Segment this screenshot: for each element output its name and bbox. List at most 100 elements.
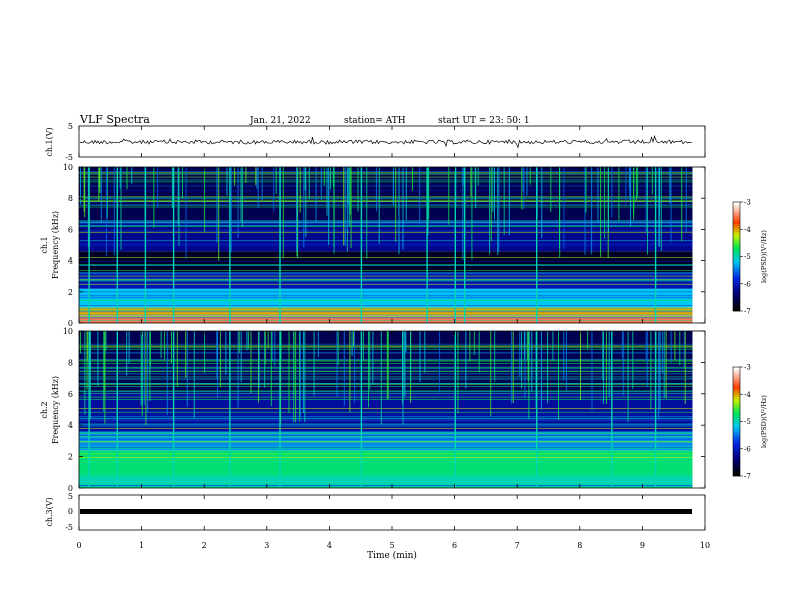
sferic-streak: [275, 167, 277, 194]
spectral-line: [79, 423, 693, 425]
sferic-strong-5: [279, 167, 281, 323]
ch1-spectrogram-ylabel-line2: Frequency (kHz): [51, 211, 60, 279]
colorbar-cell: [733, 291, 740, 295]
sferic-streak: [105, 331, 107, 351]
sferic-streak: [126, 167, 128, 190]
figure-title: VLF Spectra: [79, 113, 150, 126]
ch1-waveform-frame: [78, 125, 706, 158]
sferic-strong-2: [172, 331, 175, 488]
sferic-strong-1: [116, 167, 118, 323]
sferic-streak: [633, 167, 635, 220]
sferic-streak: [580, 331, 581, 400]
spectral-line: [79, 487, 693, 488]
sferic-strong-11: [654, 167, 657, 323]
spectrogram-band-0: [79, 315, 693, 323]
sferic-streak: [256, 167, 258, 189]
spectral-line: [79, 399, 693, 400]
colorbar-cell: [733, 308, 740, 312]
colorbar-cell: [733, 383, 740, 387]
sferic-streak: [380, 331, 382, 425]
sferic-streak: [465, 331, 467, 389]
sferic-streak: [257, 167, 259, 209]
spectral-line: [79, 434, 693, 436]
sferic-streak: [398, 167, 400, 255]
sferic-streak: [171, 331, 172, 364]
sferic-streak: [186, 331, 188, 407]
sferic-strong-7: [426, 167, 428, 323]
sferic-streak: [204, 331, 206, 373]
sferic-streak: [83, 167, 85, 212]
colorbar-cell: [733, 297, 740, 301]
spectral-line: [79, 418, 693, 420]
spectral-line: [79, 197, 693, 199]
sferic-streak: [558, 331, 559, 421]
sferic-streak: [478, 331, 480, 373]
sferic-streak: [351, 331, 353, 357]
sferic-streak: [315, 167, 317, 223]
spectral-line: [79, 264, 693, 265]
sferic-streak: [304, 167, 306, 191]
spectral-line: [79, 386, 693, 387]
sferic-streak: [603, 331, 604, 404]
sferic-streak: [131, 167, 133, 184]
spectral-line: [79, 408, 693, 409]
sferic-streak: [337, 331, 339, 366]
sferic-streak: [153, 167, 155, 228]
sferic-streak: [313, 331, 315, 396]
colorbar-cell: [733, 281, 740, 285]
spectral-line: [79, 391, 693, 392]
ytick-label: 10: [63, 327, 73, 336]
sferic-streak: [428, 167, 430, 219]
sferic-strong-4: [279, 331, 281, 488]
colorbar-tick-label: -5: [744, 418, 751, 426]
sferic-streak: [84, 331, 86, 415]
sferic-streak: [295, 331, 297, 423]
sferic-streak: [241, 167, 243, 228]
colorbar-cell: [733, 221, 740, 225]
sferic-streak: [120, 167, 122, 250]
colorbar-cell: [733, 386, 740, 390]
colorbar-cell: [733, 272, 740, 276]
sferic-streak: [402, 331, 404, 380]
sferic-streak: [343, 331, 345, 407]
sferic-streak: [147, 331, 149, 413]
spectral-line: [79, 314, 693, 316]
sferic-streak: [230, 167, 232, 253]
colorbar-cell: [733, 459, 740, 463]
xtick-label: 5: [389, 541, 394, 550]
ch1-spectrogram-ylabel-line1: ch.1: [40, 236, 49, 253]
sferic-streak: [419, 331, 421, 382]
sferic-streak: [659, 331, 661, 410]
colorbar-cell: [733, 394, 740, 398]
spectral-line: [79, 311, 693, 313]
spectral-line: [79, 226, 693, 227]
spectral-line: [79, 466, 693, 468]
colorbar-cell: [733, 429, 740, 433]
sferic-strong-10: [536, 167, 538, 323]
sferic-streak: [404, 331, 406, 396]
colorbar-cell: [733, 470, 740, 474]
ch3-ytick-bottom: -5: [65, 523, 73, 532]
spectral-line: [79, 173, 693, 175]
sferic-streak: [333, 167, 335, 254]
sferic-streak: [684, 331, 686, 405]
ch2-colorbar: -3 -4 -5 -6 -7 log(PSD)(V²/Hz): [732, 364, 768, 481]
sferic-streak: [627, 331, 629, 422]
sferic-streak: [650, 331, 652, 410]
ch3-waveform-trace: [80, 509, 692, 514]
sferic-streak: [602, 331, 604, 380]
sferic-streak: [274, 331, 276, 367]
spectral-line: [79, 222, 693, 224]
ch3-waveform-ylabel: ch.3(V): [45, 497, 54, 526]
sferic-strong-5: [360, 331, 363, 488]
sferic-streak: [216, 167, 218, 243]
sferic-streak: [264, 331, 266, 388]
sferic-streak: [403, 331, 405, 399]
spectral-line: [79, 376, 693, 378]
colorbar-cell: [733, 372, 740, 376]
sferic-streak: [679, 331, 681, 365]
spectral-line: [79, 201, 693, 203]
spectral-line: [79, 185, 693, 187]
spectral-line: [79, 171, 693, 172]
colorbar-cell: [733, 218, 740, 222]
